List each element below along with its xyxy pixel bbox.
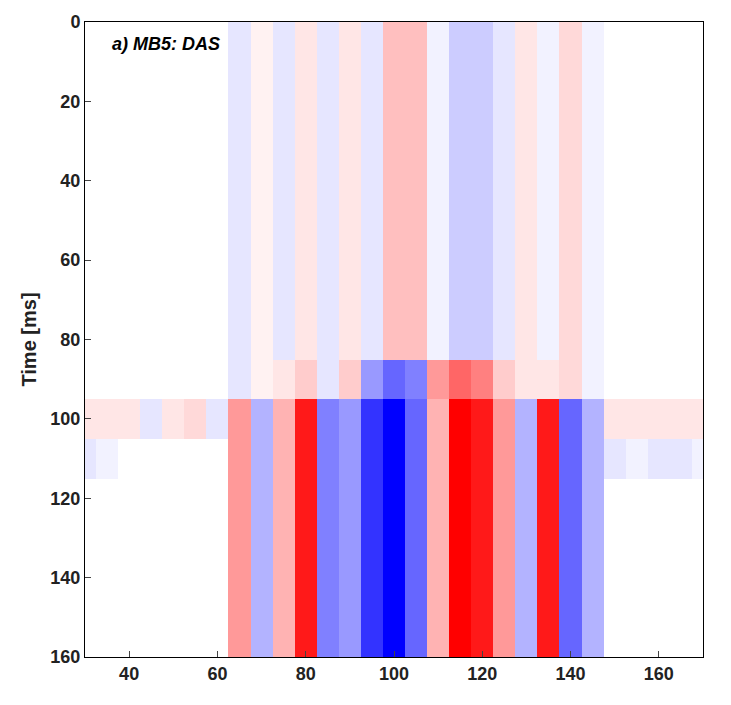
svg-text:80: 80 [296,664,316,684]
svg-text:Time [ms]: Time [ms] [18,292,40,386]
svg-text:160: 160 [50,647,80,667]
svg-text:140: 140 [556,664,586,684]
svg-text:100: 100 [50,409,80,429]
svg-text:60: 60 [60,250,80,270]
svg-text:100: 100 [379,664,409,684]
svg-text:160: 160 [644,664,674,684]
svg-text:40: 40 [119,664,139,684]
svg-text:120: 120 [50,489,80,509]
svg-text:140: 140 [50,568,80,588]
svg-text:20: 20 [60,92,80,112]
svg-text:120: 120 [467,664,497,684]
svg-text:a) MB5: DAS: a) MB5: DAS [112,34,220,54]
svg-text:40: 40 [60,171,80,191]
svg-text:80: 80 [60,330,80,350]
svg-text:60: 60 [207,664,227,684]
svg-text:0: 0 [70,12,80,32]
